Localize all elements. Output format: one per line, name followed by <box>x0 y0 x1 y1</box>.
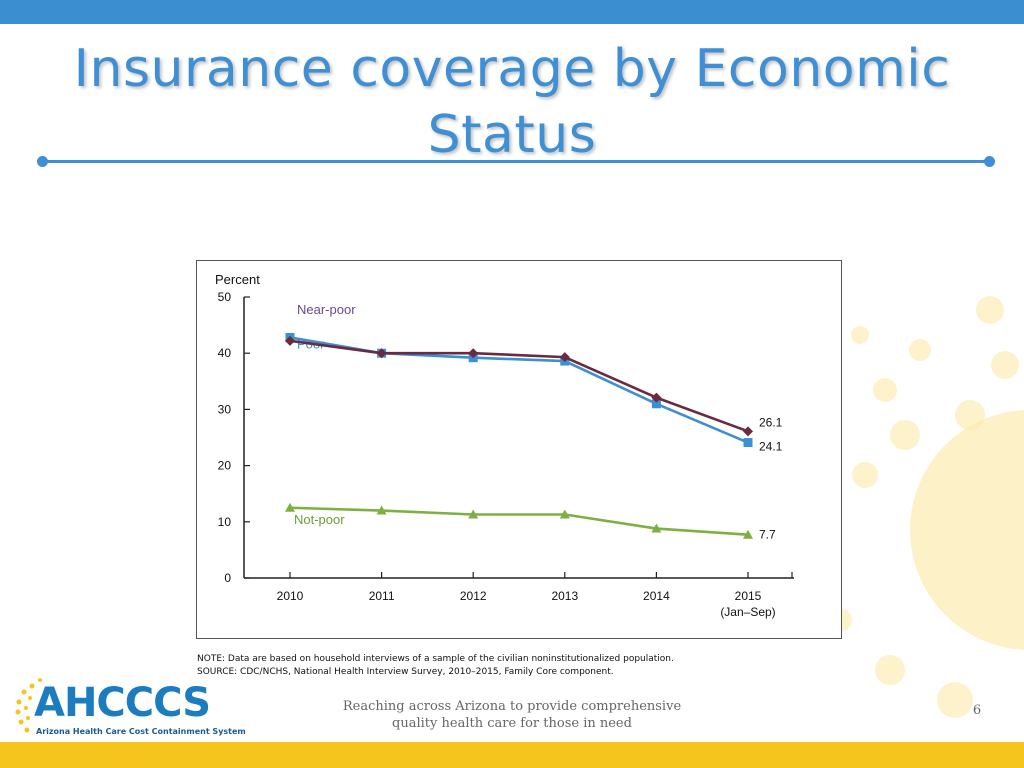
x-tick-label: 2014 <box>643 589 670 603</box>
end-value-label-not-poor: 7.7 <box>759 528 776 542</box>
series-line-not-poor <box>289 506 749 537</box>
x-tick-label: 2015 <box>735 589 762 603</box>
divider-right-dot <box>984 156 995 167</box>
y-tick-label: 40 <box>218 346 232 360</box>
marker-poor <box>651 399 661 409</box>
y-tick-label: 10 <box>218 515 232 529</box>
y-tick-label: 20 <box>218 459 232 473</box>
series-label-not-poor: Not-poor <box>294 512 345 527</box>
marker-not-poor <box>559 509 570 519</box>
x-tick-sublabel: (Jan–Sep) <box>720 605 775 619</box>
series-line-poor <box>289 336 749 444</box>
footer-tagline: Reaching across Arizona to provide compr… <box>340 698 684 732</box>
x-tick-label: 2010 <box>277 589 304 603</box>
chart-frame: Percent 0 10 20 30 40 50 2010 2011 2012 2013 2014 20… <box>196 260 842 639</box>
chart-source: SOURCE: CDC/NCHS, National Health Interv… <box>197 667 614 677</box>
title-divider <box>42 160 990 163</box>
end-value-label-poor: 24.1 <box>759 440 783 454</box>
x-tick-label: 2011 <box>369 589 395 603</box>
ahcccs-logo-text: AHCCCS <box>34 680 211 726</box>
footer-line1: Reaching across Arizona to provide compr… <box>342 699 682 714</box>
marker-near-poor <box>559 352 570 363</box>
marker-poor <box>743 438 753 448</box>
end-value-label-near-poor: 26.1 <box>759 415 783 429</box>
marker-near-poor <box>468 348 479 359</box>
divider-left-dot <box>37 156 48 167</box>
marker-near-poor <box>743 426 753 437</box>
ahcccs-sun-logo-icon <box>15 678 42 733</box>
y-tick-label: 0 <box>224 571 231 585</box>
y-axis-label: Percent <box>215 272 260 287</box>
chart-note: NOTE: Data are based on household interv… <box>197 654 674 664</box>
x-tick-label: 2012 <box>460 589 487 603</box>
marker-not-poor <box>651 523 662 533</box>
line-chart: Percent 0 10 20 30 40 50 2010 2011 2012 2013 2014 20… <box>215 272 794 619</box>
y-tick-label: 30 <box>218 402 232 416</box>
y-tick-label: 50 <box>218 290 232 304</box>
marker-not-poor <box>285 502 295 512</box>
slide-title-line2: Status <box>427 105 597 165</box>
x-tick-label: 2013 <box>551 589 578 603</box>
slide-title-line1: Insurance coverage by Economic <box>73 39 951 99</box>
marker-near-poor <box>285 335 295 346</box>
header-bar <box>0 0 1024 24</box>
marker-not-poor <box>376 505 387 515</box>
marker-near-poor <box>376 348 387 359</box>
chart-notes: NOTE: Data are based on household interv… <box>197 653 757 679</box>
marker-near-poor <box>651 392 662 403</box>
slide-title: Insurance coverage by Economic Status <box>0 36 1024 168</box>
footer-line2: quality health care for those in need <box>392 716 632 731</box>
series-label-near-poor: Near-poor <box>297 302 356 317</box>
ahcccs-logo-subtitle: Arizona Health Care Cost Containment Sys… <box>36 727 246 736</box>
footer-bar <box>0 742 1024 768</box>
series-line-near-poor <box>289 339 749 433</box>
slide-number: 6 <box>972 703 982 718</box>
marker-not-poor <box>743 529 753 539</box>
marker-not-poor <box>468 509 479 519</box>
